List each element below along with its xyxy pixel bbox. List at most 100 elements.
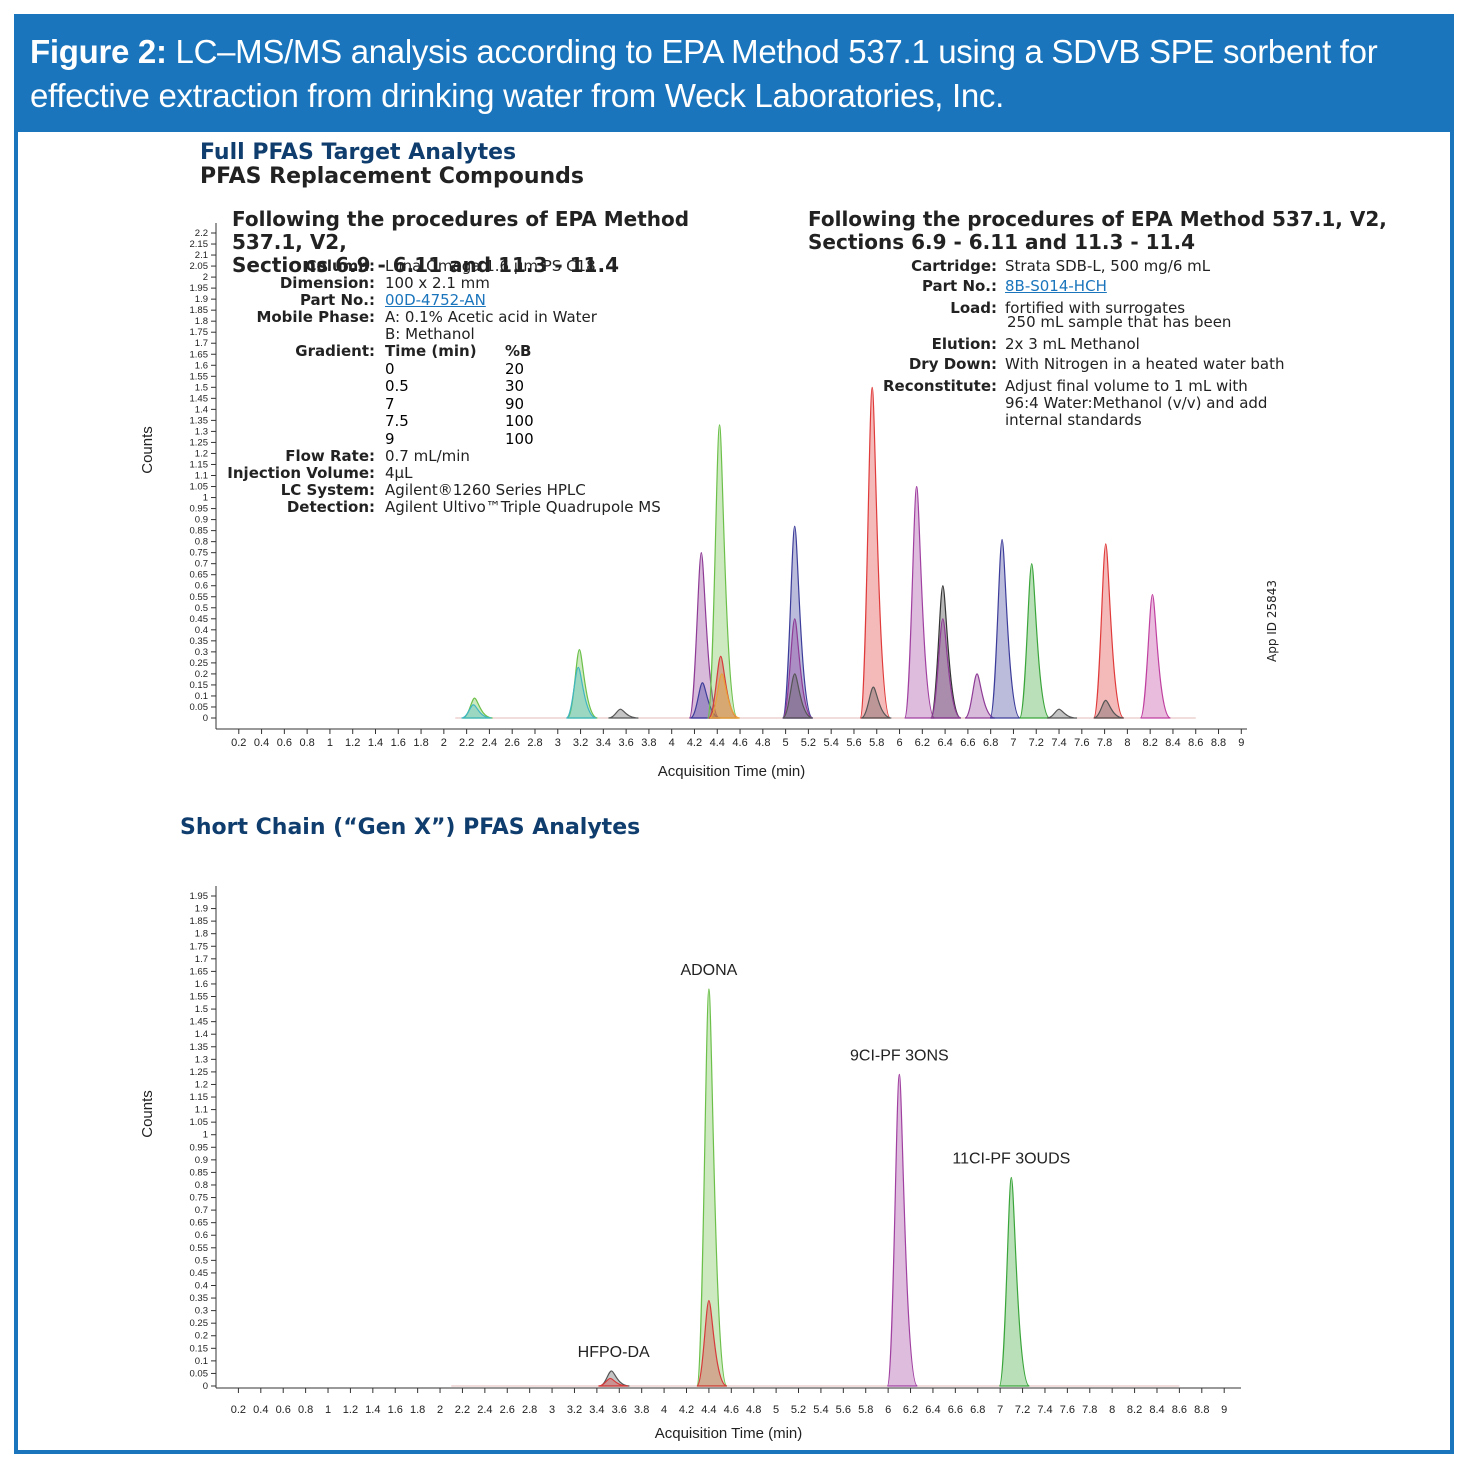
y-tick-label: 1.85	[190, 916, 209, 927]
x-tick-label: 2.2	[459, 737, 474, 749]
y-tick-label: 0.15	[190, 1343, 209, 1354]
y-tick-label: 1.55	[190, 992, 209, 1003]
peak	[598, 1377, 629, 1387]
x-tick-label: 7	[997, 1404, 1003, 1416]
x-axis-label: Acquisition Time (min)	[655, 1425, 803, 1442]
gradient-time: 9	[385, 430, 395, 448]
x-tick-label: 8	[1109, 1404, 1115, 1416]
y-tick-label: 1.4	[195, 404, 208, 415]
x-tick-label: 7.4	[1037, 1404, 1052, 1416]
x-tick-label: 2.8	[527, 737, 542, 749]
y-tick-label: 0.4	[195, 1280, 208, 1291]
y-tick-label: 0.4	[195, 625, 208, 636]
x-tick-label: 4.2	[687, 737, 702, 749]
x-tick-label: 7	[1010, 737, 1016, 749]
x-tick-label: 6.4	[937, 737, 952, 749]
y-tick-label: 1.05	[190, 1117, 209, 1128]
y-tick-label: 0.65	[190, 1218, 209, 1229]
spe-partno-link[interactable]: 8B-S014-HCH	[1005, 277, 1107, 295]
x-tick-label: 3.2	[573, 737, 588, 749]
elution-label: Elution:	[931, 335, 997, 353]
lc-partno-link[interactable]: 00D-4752-AN	[385, 291, 486, 309]
y-tick-label: 0.15	[190, 680, 209, 691]
peak-annotation: 11CI-PF 3OUDS	[952, 1150, 1070, 1167]
y-tick-label: 1.75	[190, 327, 209, 338]
x-tick-label: 3	[549, 1404, 555, 1416]
y-tick-label: 2	[203, 272, 208, 283]
y-tick-label: 1.95	[190, 283, 209, 294]
y-axis-label: Counts	[139, 1090, 156, 1138]
x-tick-label: 4	[669, 737, 675, 749]
column-label: Column:	[305, 257, 375, 275]
y-tick-label: 1.3	[195, 1054, 208, 1065]
x-tick-label: 5	[773, 1404, 779, 1416]
x-tick-label: 1	[325, 1404, 331, 1416]
x-tick-label: 4.8	[746, 1404, 761, 1416]
y-tick-label: 0.05	[190, 702, 209, 713]
x-tick-label: 5.8	[858, 1404, 873, 1416]
load-line-1: fortified with surrogates	[1005, 299, 1186, 317]
x-tick-label: 1.2	[345, 737, 360, 749]
lc-params: Column: Luna Omega 1.6 µm PS C18 Dimensio…	[0, 257, 596, 360]
spe-heading-1: Following the procedures of EPA Method 5…	[808, 207, 1387, 231]
y-tick-label: 0	[203, 713, 208, 724]
y-tick-label: 1.8	[195, 316, 208, 327]
x-tick-label: 0.2	[231, 1404, 246, 1416]
x-tick-label: 5.2	[801, 737, 816, 749]
y-tick-label: 0.25	[190, 1318, 209, 1329]
peak	[599, 1370, 630, 1387]
y-tick-label: 0.7	[195, 1205, 208, 1216]
flow-rate-label: Flow Rate:	[285, 447, 375, 465]
y-tick-label: 0.2	[195, 1331, 208, 1342]
y-tick-label: 1.25	[190, 1067, 209, 1078]
x-tick-label: 6.6	[960, 737, 975, 749]
x-tick-label: 9	[1221, 1404, 1227, 1416]
x-tick-label: 3.4	[589, 1404, 604, 1416]
y-tick-label: 0.95	[190, 1142, 209, 1153]
gradient-time: 0	[385, 360, 395, 378]
peak	[930, 618, 962, 719]
peak	[461, 704, 492, 719]
x-tick-label: 0.8	[298, 1404, 313, 1416]
x-tick-label: 1.8	[410, 1404, 425, 1416]
reconstitute-line-3: internal standards	[1005, 411, 1142, 429]
spe-conditions: Following the procedures of EPA Method 5…	[808, 208, 1428, 254]
peak	[1046, 708, 1078, 719]
peak	[688, 552, 720, 719]
reconstitute-label: Reconstitute:	[882, 377, 997, 395]
gradient-time: 7.5	[385, 412, 409, 430]
x-tick-label: 5.2	[791, 1404, 806, 1416]
y-tick-label: 1.6	[195, 979, 208, 990]
y-tick-label: 1.45	[190, 393, 209, 404]
peak	[1019, 563, 1051, 719]
x-tick-label: 4	[661, 1404, 667, 1416]
section1-title: Full PFAS Target Analytes	[200, 140, 517, 165]
x-tick-label: 3.4	[596, 737, 611, 749]
x-tick-label: 8.8	[1211, 737, 1226, 749]
reconstitute-line-1: Adjust final volume to 1 mL with	[1005, 377, 1248, 395]
y-tick-label: 1	[203, 1130, 208, 1141]
y-tick-label: 0.55	[190, 1243, 209, 1254]
mobile-phase-b: B: Methanol	[385, 325, 475, 343]
x-tick-label: 3	[555, 737, 561, 749]
load-label: Load:	[950, 299, 997, 317]
reconstitute-line-2: 96:4 Water:Methanol (v/v) and add	[1005, 394, 1268, 412]
caption-line-2: effective extraction from drinking water…	[30, 77, 1004, 114]
x-tick-label: 7.2	[1029, 737, 1044, 749]
y-tick-label: 2.05	[190, 261, 209, 272]
x-tick-label: 5.6	[836, 1404, 851, 1416]
gradient-table: 0 20 0.5 30 7 90 7.5 100 9 100	[385, 361, 645, 449]
x-axis-label: Acquisition Time (min)	[658, 763, 806, 780]
peak	[886, 1073, 918, 1387]
x-tick-label: 9	[1238, 737, 1244, 749]
x-tick-label: 5.8	[869, 737, 884, 749]
injection-volume-value: 4µL	[385, 464, 413, 482]
y-tick-label: 2.1	[195, 250, 208, 261]
x-tick-label: 6.6	[948, 1404, 963, 1416]
x-tick-label: 7.2	[1015, 1404, 1030, 1416]
y-tick-label: 1.75	[190, 941, 209, 952]
x-tick-label: 2.4	[482, 737, 497, 749]
y-tick-label: 0.25	[190, 658, 209, 669]
x-tick-label: 8.6	[1172, 1404, 1187, 1416]
gradient-b: 100	[505, 430, 534, 448]
